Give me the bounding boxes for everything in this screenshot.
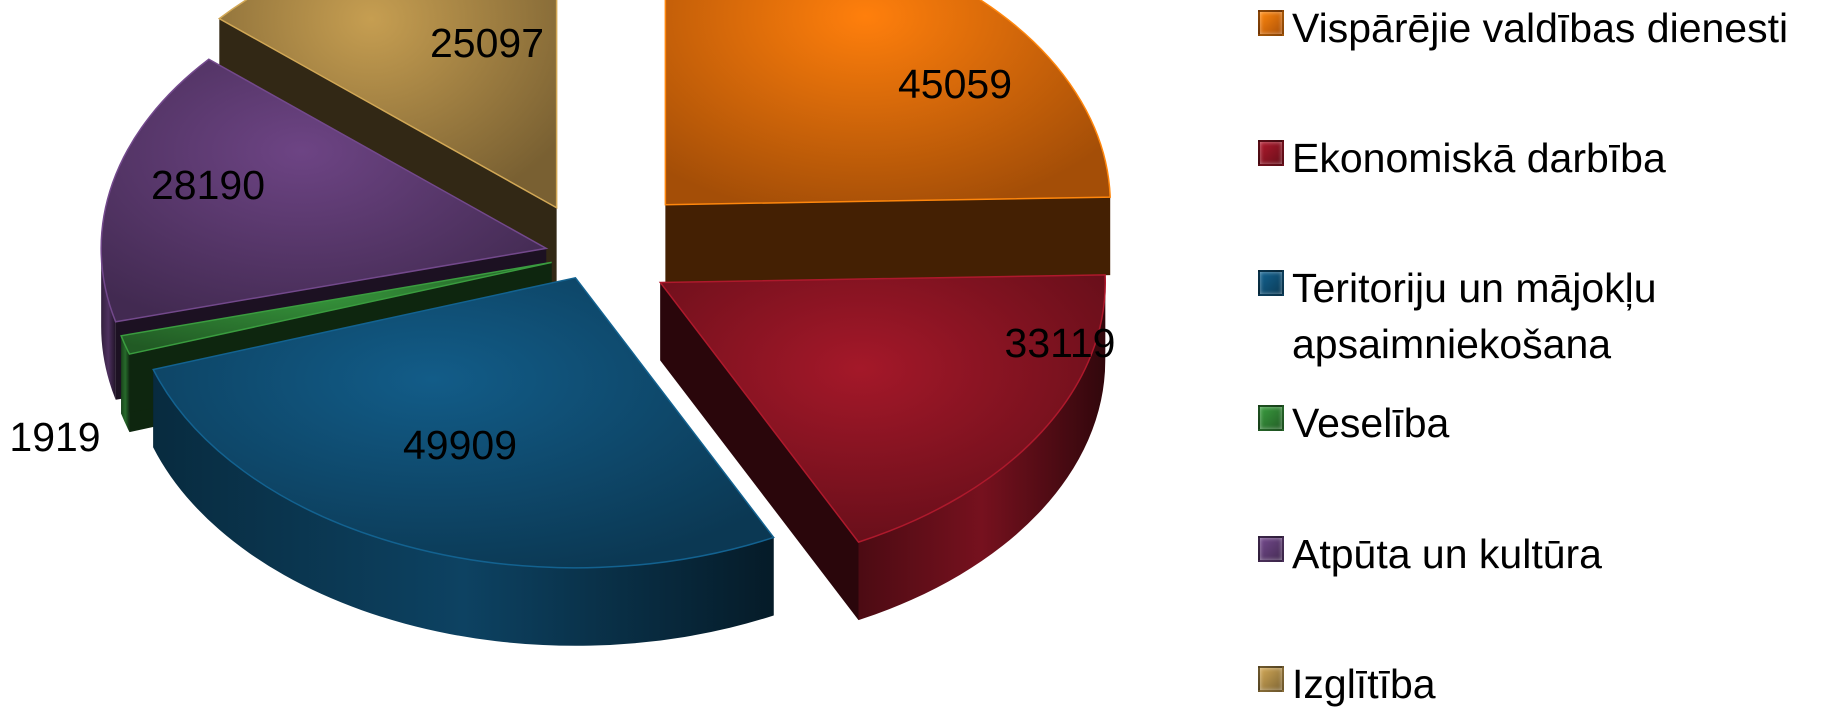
legend-label: Teritoriju un mājokļu apsaimniekošana (1292, 265, 1657, 367)
legend-label: Atpūta un kultūra (1292, 531, 1602, 577)
data-label-teritoriju-un-majoklu-apsaimniekosana: 49909 (403, 422, 517, 468)
legend-item-atputa-un-kultura: Atpūta un kultūra (1258, 526, 1832, 582)
legend-item-veseliba: Veselība (1258, 395, 1832, 451)
data-label-ekonomiska-darbiba: 33119 (1005, 320, 1116, 366)
legend-label: Veselība (1292, 400, 1450, 446)
legend-swatch (1258, 10, 1284, 36)
legend-swatch (1258, 536, 1284, 562)
legend-item-teritoriju-un-majoklu-apsaimniekosana: Teritoriju un mājokļu apsaimniekošana (1258, 260, 1712, 372)
data-label-atputa-un-kultura: 28190 (151, 162, 265, 208)
legend-item-ekonomiska-darbiba: Ekonomiskā darbība (1258, 130, 1832, 186)
chart-legend: Vispārējie valdības dienesti Ekonomiskā … (1258, 0, 1837, 708)
data-label-visparejie-valdibas-dienesti: 45059 (898, 61, 1012, 107)
data-label-izglitiba: 25097 (430, 20, 544, 66)
legend-swatch (1258, 140, 1284, 166)
legend-swatch (1258, 405, 1284, 431)
legend-swatch (1258, 666, 1284, 692)
pie-slice-visparejie-valdibas-dienesti (664, 0, 1111, 283)
pie-slice-ekonomiska-darbiba (658, 274, 1106, 621)
legend-item-izglitiba: Izglītība (1258, 656, 1832, 712)
legend-label: Izglītība (1292, 661, 1436, 707)
data-label-veseliba: 1919 (9, 414, 100, 460)
legend-label: Vispārējie valdības dienesti (1292, 5, 1789, 51)
pie-slice-teritoriju-un-majoklu-apsaimniekosana (152, 276, 775, 646)
legend-item-visparejie-valdibas-dienesti: Vispārējie valdības dienesti (1258, 0, 1832, 56)
legend-label: Ekonomiskā darbība (1292, 135, 1666, 181)
legend-swatch (1258, 270, 1284, 296)
